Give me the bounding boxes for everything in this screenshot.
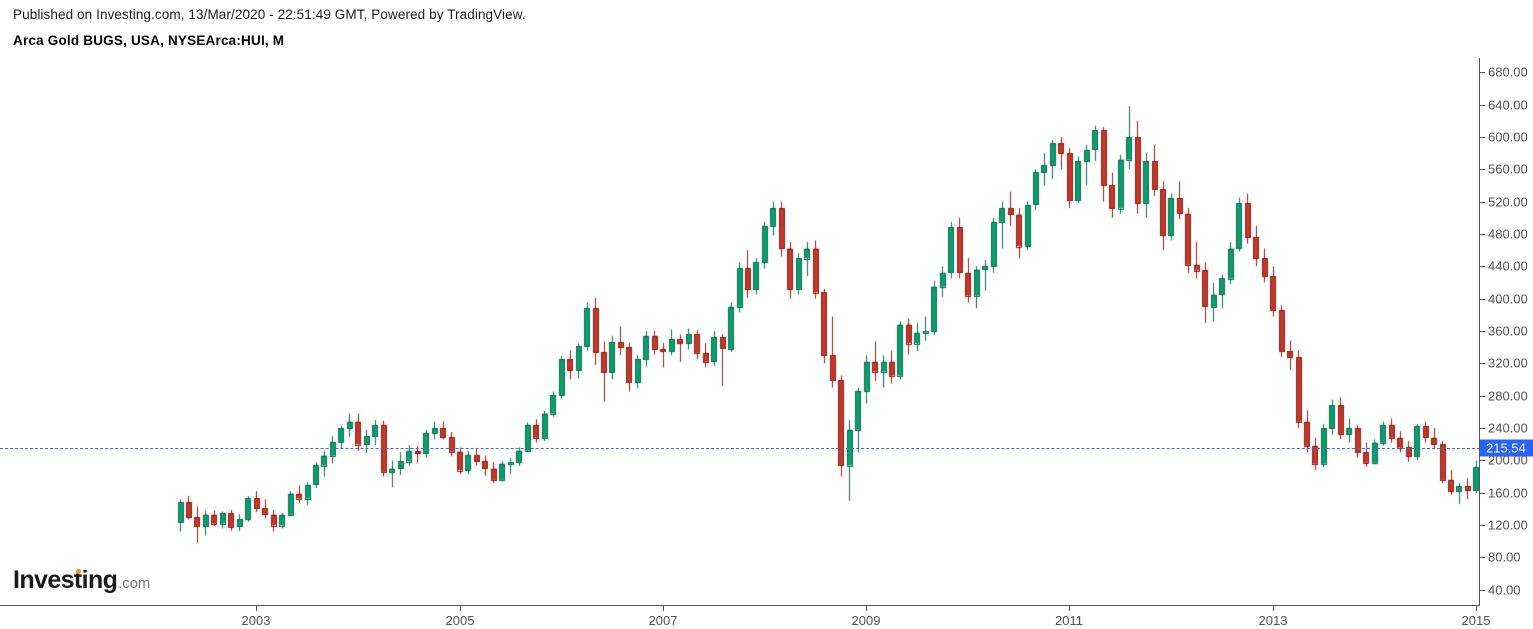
time-tick-label: 2003 xyxy=(241,613,271,628)
logo-accent-dot xyxy=(76,569,81,574)
time-tick-label: 2007 xyxy=(648,613,678,628)
price-tick xyxy=(1480,557,1485,559)
price-tick-label: 200.00 xyxy=(1488,452,1528,468)
time-tick-label: 2009 xyxy=(851,613,881,628)
price-tick-label: 40.00 xyxy=(1488,582,1521,598)
current-price-line xyxy=(0,447,1480,449)
price-tick-label: 280.00 xyxy=(1488,388,1528,404)
time-tick xyxy=(1476,606,1477,611)
price-tick-label: 240.00 xyxy=(1488,420,1528,436)
price-tick xyxy=(1480,233,1485,235)
price-tick-label: 120.00 xyxy=(1488,517,1528,533)
time-tick xyxy=(1069,606,1070,611)
price-tick xyxy=(1480,136,1485,138)
time-tick xyxy=(460,606,461,611)
price-tick-label: 600.00 xyxy=(1488,129,1528,145)
current-price-badge[interactable]: 215.54 xyxy=(1480,439,1533,457)
price-tick-label: 680.00 xyxy=(1488,64,1528,80)
price-tick xyxy=(1480,331,1485,332)
symbol-title: Arca Gold BUGS, USA, NYSEArca:HUI, M xyxy=(13,33,285,48)
price-axis-line xyxy=(1479,58,1480,606)
price-tick xyxy=(1480,395,1485,397)
logo-tld: .com xyxy=(118,575,151,592)
price-tick xyxy=(1480,72,1485,74)
candlestick-plot[interactable] xyxy=(0,56,1480,606)
price-tick xyxy=(1480,460,1485,462)
price-tick xyxy=(1480,104,1485,106)
price-tick-label: 360.00 xyxy=(1488,323,1528,339)
price-tick xyxy=(1480,266,1485,268)
logo-wordmark: Investing xyxy=(13,566,118,594)
time-tick xyxy=(866,606,867,611)
investing-logo: Investing .com xyxy=(13,566,150,594)
time-tick-label: 2005 xyxy=(445,613,475,628)
price-tick-label: 80.00 xyxy=(1488,549,1521,565)
price-scale[interactable]: 215.54 680.00 640.00 600.00 560.00 520.00 480… xyxy=(1480,56,1533,606)
publish-info-line: Published on Investing.com, 13/Mar/2020 … xyxy=(13,7,526,22)
time-tick-label: 2015 xyxy=(1461,613,1491,628)
price-tick-label: 560.00 xyxy=(1488,161,1528,177)
price-tick xyxy=(1480,298,1485,300)
time-tick xyxy=(256,606,257,611)
price-tick xyxy=(1480,201,1485,203)
price-tick-label: 520.00 xyxy=(1488,194,1528,210)
price-tick-label: 320.00 xyxy=(1488,355,1528,371)
price-tick xyxy=(1480,363,1485,365)
price-tick-label: 640.00 xyxy=(1488,97,1528,113)
price-tick xyxy=(1480,525,1485,527)
chart-container[interactable]: 215.54 680.00 640.00 600.00 560.00 520.00 480… xyxy=(0,56,1533,629)
time-tick-label: 2013 xyxy=(1258,613,1288,628)
price-tick xyxy=(1480,169,1485,171)
current-price-value: 215.54 xyxy=(1486,440,1526,456)
time-tick xyxy=(663,606,664,611)
time-scale[interactable]: 2003 2005 2007 2009 2011 2013 2015 xyxy=(0,606,1490,629)
price-tick-label: 160.00 xyxy=(1488,485,1528,501)
price-tick xyxy=(1480,589,1485,591)
price-tick-label: 480.00 xyxy=(1488,226,1528,242)
time-tick-label: 2011 xyxy=(1055,613,1083,628)
price-tick xyxy=(1480,492,1485,494)
price-tick-label: 440.00 xyxy=(1488,258,1528,274)
time-axis-line xyxy=(0,605,1480,606)
price-tick xyxy=(1480,428,1485,430)
time-tick xyxy=(1273,606,1274,611)
price-tick-label: 400.00 xyxy=(1488,291,1528,307)
